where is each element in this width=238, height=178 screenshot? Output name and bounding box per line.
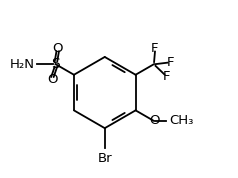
Text: O: O [149,114,160,127]
Text: O: O [47,73,58,86]
Text: F: F [167,56,174,69]
Text: O: O [53,42,63,55]
Text: CH₃: CH₃ [169,114,194,127]
Text: Br: Br [97,152,112,165]
Text: S: S [51,57,60,71]
Text: F: F [163,70,170,83]
Text: F: F [151,42,159,55]
Text: H₂N: H₂N [10,57,35,71]
